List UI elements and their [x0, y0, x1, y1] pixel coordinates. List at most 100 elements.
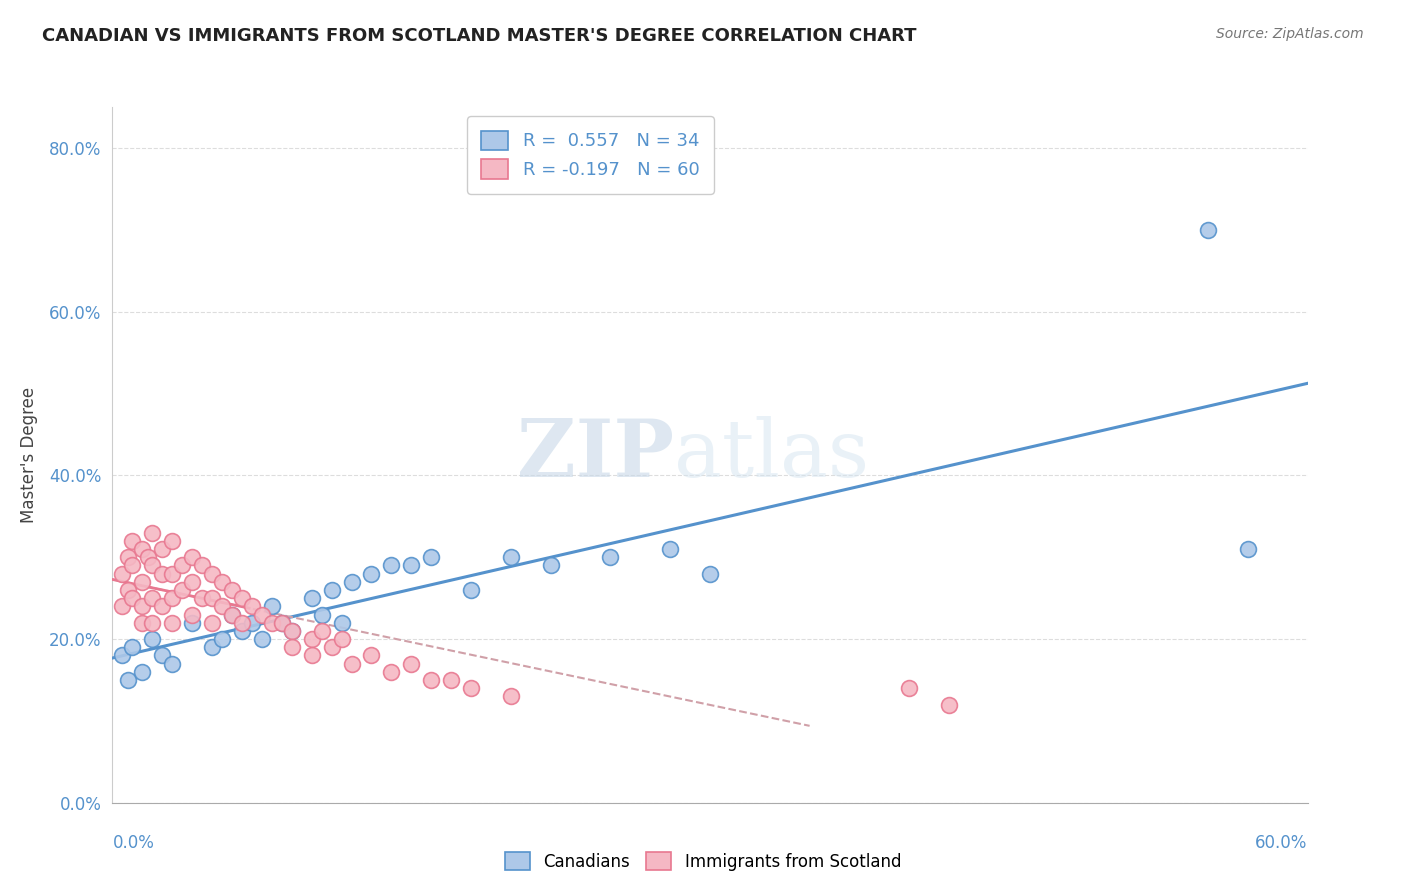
Point [420, 673, 443, 687]
Point [111, 566, 134, 581]
Point [460, 681, 482, 696]
Text: 0.0%: 0.0% [112, 834, 155, 852]
Point [201, 640, 224, 655]
Point [240, 599, 263, 614]
Point [201, 591, 224, 606]
Point [117, 673, 139, 687]
Point [380, 558, 402, 573]
Text: 60.0%: 60.0% [1256, 834, 1308, 852]
Point [281, 624, 304, 638]
Point [699, 566, 721, 581]
Point [131, 574, 153, 589]
Point [131, 599, 153, 614]
Point [401, 657, 423, 671]
Point [301, 591, 323, 606]
Point [172, 582, 194, 597]
Point [499, 550, 522, 565]
Point [162, 657, 183, 671]
Point [340, 574, 363, 589]
Point [150, 599, 173, 614]
Point [111, 648, 134, 663]
Point [898, 681, 921, 696]
Point [162, 533, 183, 548]
Point [221, 607, 243, 622]
Point [121, 558, 143, 573]
Point [162, 615, 183, 630]
Point [499, 690, 522, 704]
Point [420, 550, 443, 565]
Point [172, 558, 194, 573]
Point [401, 558, 423, 573]
Point [301, 648, 323, 663]
Point [111, 599, 134, 614]
Point [211, 574, 233, 589]
Point [440, 673, 463, 687]
Point [141, 591, 163, 606]
Point [360, 566, 382, 581]
Point [141, 558, 163, 573]
Point [191, 558, 214, 573]
Point [231, 615, 253, 630]
Point [330, 632, 353, 646]
Point [311, 607, 333, 622]
Point [221, 607, 243, 622]
Point [330, 615, 353, 630]
Point [162, 591, 183, 606]
Point [260, 615, 283, 630]
Point [162, 566, 183, 581]
Text: atlas: atlas [675, 416, 869, 494]
Point [460, 582, 482, 597]
Point [221, 582, 243, 597]
Point [141, 632, 163, 646]
Point [150, 542, 173, 557]
Point [250, 632, 273, 646]
Point [121, 591, 143, 606]
Point [270, 615, 292, 630]
Point [138, 550, 160, 565]
Point [1197, 223, 1219, 237]
Point [201, 615, 224, 630]
Point [321, 640, 343, 655]
Point [340, 657, 363, 671]
Point [150, 566, 173, 581]
Point [211, 632, 233, 646]
Point [121, 640, 143, 655]
Point [181, 607, 204, 622]
Legend: Canadians, Immigrants from Scotland: Canadians, Immigrants from Scotland [496, 844, 910, 880]
Point [117, 550, 139, 565]
Legend: R =  0.557   N = 34, R = -0.197   N = 60: R = 0.557 N = 34, R = -0.197 N = 60 [467, 116, 714, 194]
Point [131, 665, 153, 679]
Point [181, 615, 204, 630]
Point [141, 525, 163, 540]
Point [380, 665, 402, 679]
Point [240, 615, 263, 630]
Point [281, 624, 304, 638]
Point [201, 566, 224, 581]
Point [540, 558, 562, 573]
Point [250, 607, 273, 622]
Point [270, 615, 292, 630]
Point [141, 615, 163, 630]
Point [360, 648, 382, 663]
Text: CANADIAN VS IMMIGRANTS FROM SCOTLAND MASTER'S DEGREE CORRELATION CHART: CANADIAN VS IMMIGRANTS FROM SCOTLAND MAS… [42, 27, 917, 45]
Point [1237, 542, 1260, 557]
Point [311, 624, 333, 638]
Point [231, 624, 253, 638]
Point [301, 632, 323, 646]
Point [131, 542, 153, 557]
Point [599, 550, 621, 565]
Point [659, 542, 682, 557]
Point [117, 582, 139, 597]
Y-axis label: Master's Degree: Master's Degree [20, 387, 38, 523]
Point [181, 550, 204, 565]
Point [321, 582, 343, 597]
Point [150, 648, 173, 663]
Point [938, 698, 960, 712]
Text: Source: ZipAtlas.com: Source: ZipAtlas.com [1216, 27, 1364, 41]
Point [260, 599, 283, 614]
Point [281, 640, 304, 655]
Point [181, 574, 204, 589]
Text: ZIP: ZIP [517, 416, 675, 494]
Point [191, 591, 214, 606]
Point [211, 599, 233, 614]
